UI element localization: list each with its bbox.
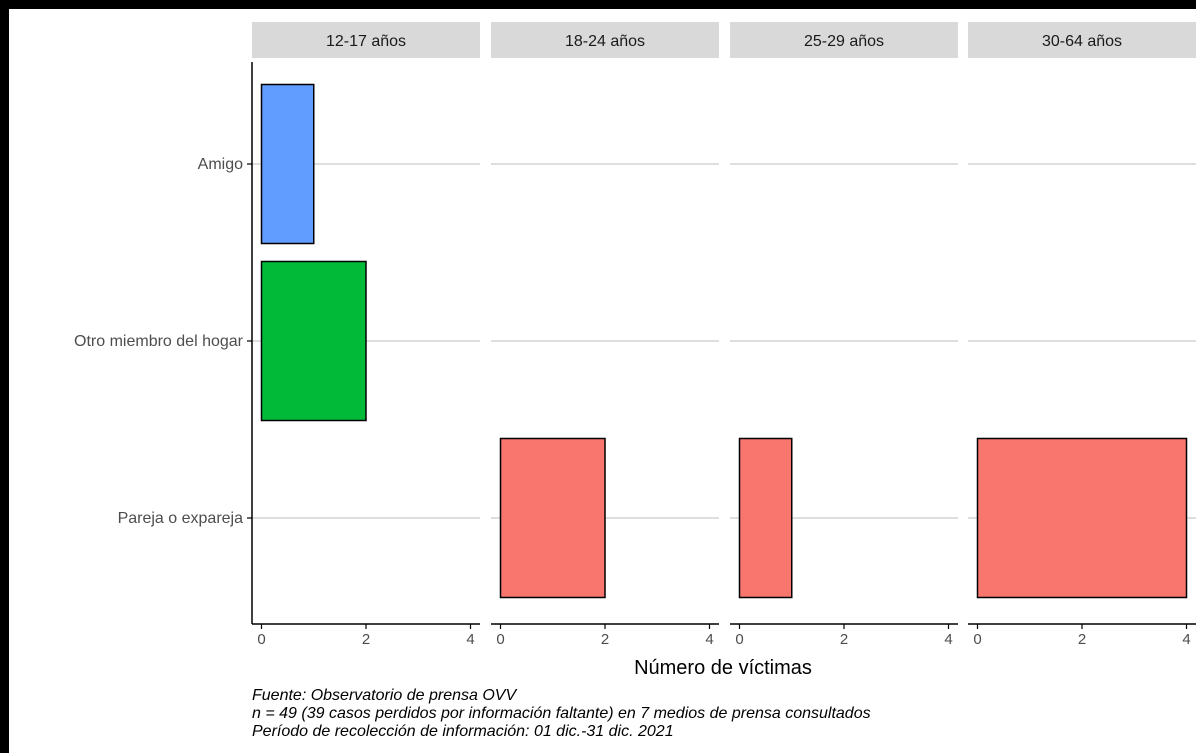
facet-label: 18-24 años <box>565 33 645 50</box>
x-tick-label: 4 <box>705 631 713 648</box>
x-tick-label: 4 <box>466 631 474 648</box>
y-tick-label: Otro miembro del hogar <box>74 333 244 350</box>
x-axis-title: Número de víctimas <box>634 657 812 679</box>
faceted-bar-chart: 12-17 años 0 2 4 18-24 años 0 2 4 25-29 años 0 2 4 3… <box>74 22 1196 679</box>
facet-strip <box>252 22 480 58</box>
x-tick-label: 0 <box>973 631 981 648</box>
x-tick-label: 0 <box>735 631 743 648</box>
x-tick-label: 4 <box>1182 631 1190 648</box>
caption-source: Fuente: Observatorio de prensa OVV <box>252 687 517 704</box>
facet-strip <box>491 22 719 58</box>
bar <box>260 260 367 422</box>
chart-frame: 12-17 años 0 2 4 18-24 años 0 2 4 25-29 años 0 2 4 3… <box>9 9 1196 753</box>
x-tick-label: 2 <box>840 631 848 648</box>
x-tick-label: 2 <box>362 631 370 648</box>
x-tick-label: 4 <box>944 631 952 648</box>
facet-strip <box>968 22 1196 58</box>
facet-strip <box>730 22 958 58</box>
bar <box>738 437 793 599</box>
x-tick-label: 0 <box>496 631 504 648</box>
facet-label: 12-17 años <box>326 33 406 50</box>
caption-sample: n = 49 (39 casos perdidos por informació… <box>252 705 871 722</box>
caption-period: Período de recolección de información: 0… <box>252 723 674 740</box>
facet-label: 30-64 años <box>1042 33 1122 50</box>
bar <box>260 83 315 245</box>
x-tick-label: 2 <box>601 631 609 648</box>
y-tick-label: Pareja o expareja <box>118 510 244 527</box>
x-tick-label: 2 <box>1078 631 1086 648</box>
bar <box>976 437 1188 599</box>
x-tick-label: 0 <box>257 631 265 648</box>
facet-label: 25-29 años <box>804 33 884 50</box>
bar <box>499 437 606 599</box>
y-tick-label: Amigo <box>198 156 243 173</box>
